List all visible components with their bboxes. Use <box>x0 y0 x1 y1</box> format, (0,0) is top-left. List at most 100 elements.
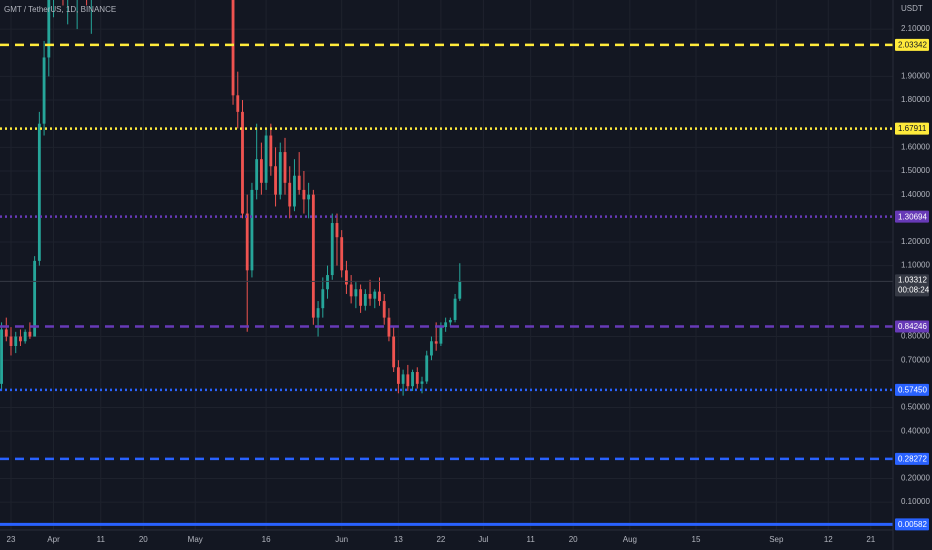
level-label-box <box>895 452 929 465</box>
axes: 0.10000 0.20000 0.40000 0.50000 0.70000 0.800… <box>7 24 931 544</box>
y-tick-label: 0.20000 <box>901 474 930 483</box>
candle-body <box>28 331 32 337</box>
candle-body <box>283 152 287 183</box>
candle-body <box>321 289 325 309</box>
level-label-box <box>895 210 929 223</box>
x-tick-label: Jul <box>478 535 488 544</box>
grid <box>0 0 893 530</box>
candle-body <box>42 57 46 124</box>
y-tick-label: 1.40000 <box>901 190 930 199</box>
candle-body <box>288 182 292 207</box>
y-tick-label: 0.40000 <box>901 426 930 435</box>
x-tick-label: Apr <box>47 535 60 544</box>
y-tick-label: 1.90000 <box>901 71 930 80</box>
candle-body <box>236 95 240 112</box>
level-label: 0.57450 <box>898 385 927 394</box>
x-tick-label: 11 <box>97 535 106 544</box>
x-tick-label: 13 <box>394 535 403 544</box>
candle-body <box>330 223 334 276</box>
x-tick-label: 20 <box>569 535 578 544</box>
y-tick-label: 1.20000 <box>901 237 930 246</box>
candle-body <box>349 284 353 297</box>
candle-body <box>392 336 396 368</box>
candle-body <box>430 341 433 356</box>
y-tick-label: 0.50000 <box>901 403 930 412</box>
candle-body <box>231 0 235 96</box>
y-tick-label: 0.80000 <box>901 332 930 341</box>
candle-body <box>335 223 339 238</box>
candle-body <box>278 152 282 195</box>
x-tick-label: 23 <box>7 535 16 544</box>
candle-body <box>345 270 348 285</box>
candle-body <box>33 260 37 337</box>
y-tick-label: 1.60000 <box>901 142 930 151</box>
candle-body <box>293 175 296 207</box>
candle-body <box>453 298 457 320</box>
candle-body <box>448 319 452 323</box>
y-tick-label: 0.10000 <box>901 497 930 506</box>
level-label-box <box>895 38 929 51</box>
y-tick-label: 1.80000 <box>901 95 930 104</box>
candle-body <box>368 293 372 299</box>
y-unit: USDT <box>901 4 923 13</box>
candle-body <box>406 374 410 387</box>
y-tick-label: 2.10000 <box>901 24 930 33</box>
candle-body <box>425 355 429 382</box>
candle-body <box>255 159 259 190</box>
x-tick-label: 20 <box>139 535 148 544</box>
x-tick-label: Sep <box>769 535 784 544</box>
x-tick-label: May <box>188 535 203 544</box>
level-label: 0.28272 <box>898 454 927 463</box>
level-label: 1.67911 <box>898 124 927 133</box>
y-tick-label: 1.50000 <box>901 166 930 175</box>
candle-body <box>415 372 419 384</box>
candle-body <box>359 289 363 306</box>
y-tick-label: 0.70000 <box>901 355 930 364</box>
level-label-box <box>895 122 929 135</box>
level-label-box <box>895 320 929 333</box>
countdown-label: 00:08:24 <box>898 286 930 295</box>
level-label-box <box>895 518 929 531</box>
candle-body <box>396 367 400 384</box>
candle-body <box>363 293 367 306</box>
candle-body <box>0 329 3 384</box>
candle-body <box>274 166 277 195</box>
x-tick-label: Jun <box>335 535 348 544</box>
x-tick-label: 12 <box>824 535 833 544</box>
candle-body <box>378 291 381 302</box>
candle-body <box>241 111 244 214</box>
x-tick-label: 16 <box>262 535 271 544</box>
candle-body <box>354 289 358 297</box>
candle-body <box>47 0 51 58</box>
candle-body <box>382 301 386 318</box>
x-tick-label: 11 <box>527 535 536 544</box>
chart-title: GMT / TetherUS, 1D, BINANCE <box>4 5 116 14</box>
x-tick-label: 22 <box>436 535 445 544</box>
level-label: 0.84246 <box>898 322 927 331</box>
x-tick-label: Aug <box>623 535 637 544</box>
candle-body <box>411 372 414 387</box>
candle-body <box>439 327 443 344</box>
level-label: 0.00582 <box>898 520 927 529</box>
plot-area <box>0 0 893 526</box>
candle-body <box>444 322 448 328</box>
x-tick-label: 21 <box>866 535 875 544</box>
last-price-label: 1.03312 <box>898 276 927 285</box>
level-label: 1.30694 <box>898 212 927 221</box>
candle-body <box>302 189 306 200</box>
level-label: 2.03342 <box>898 40 927 49</box>
candle-body <box>9 336 13 347</box>
candle-body <box>401 374 405 384</box>
candle-body <box>458 281 462 299</box>
candle-body <box>14 336 18 347</box>
x-tick-label: 15 <box>692 535 701 544</box>
candle-body <box>326 275 329 290</box>
candle-body <box>264 135 268 183</box>
candle-body <box>307 194 311 200</box>
candle-body <box>311 194 315 318</box>
candle-body <box>316 308 320 318</box>
candle-body <box>340 237 344 271</box>
candle-body <box>373 291 377 299</box>
